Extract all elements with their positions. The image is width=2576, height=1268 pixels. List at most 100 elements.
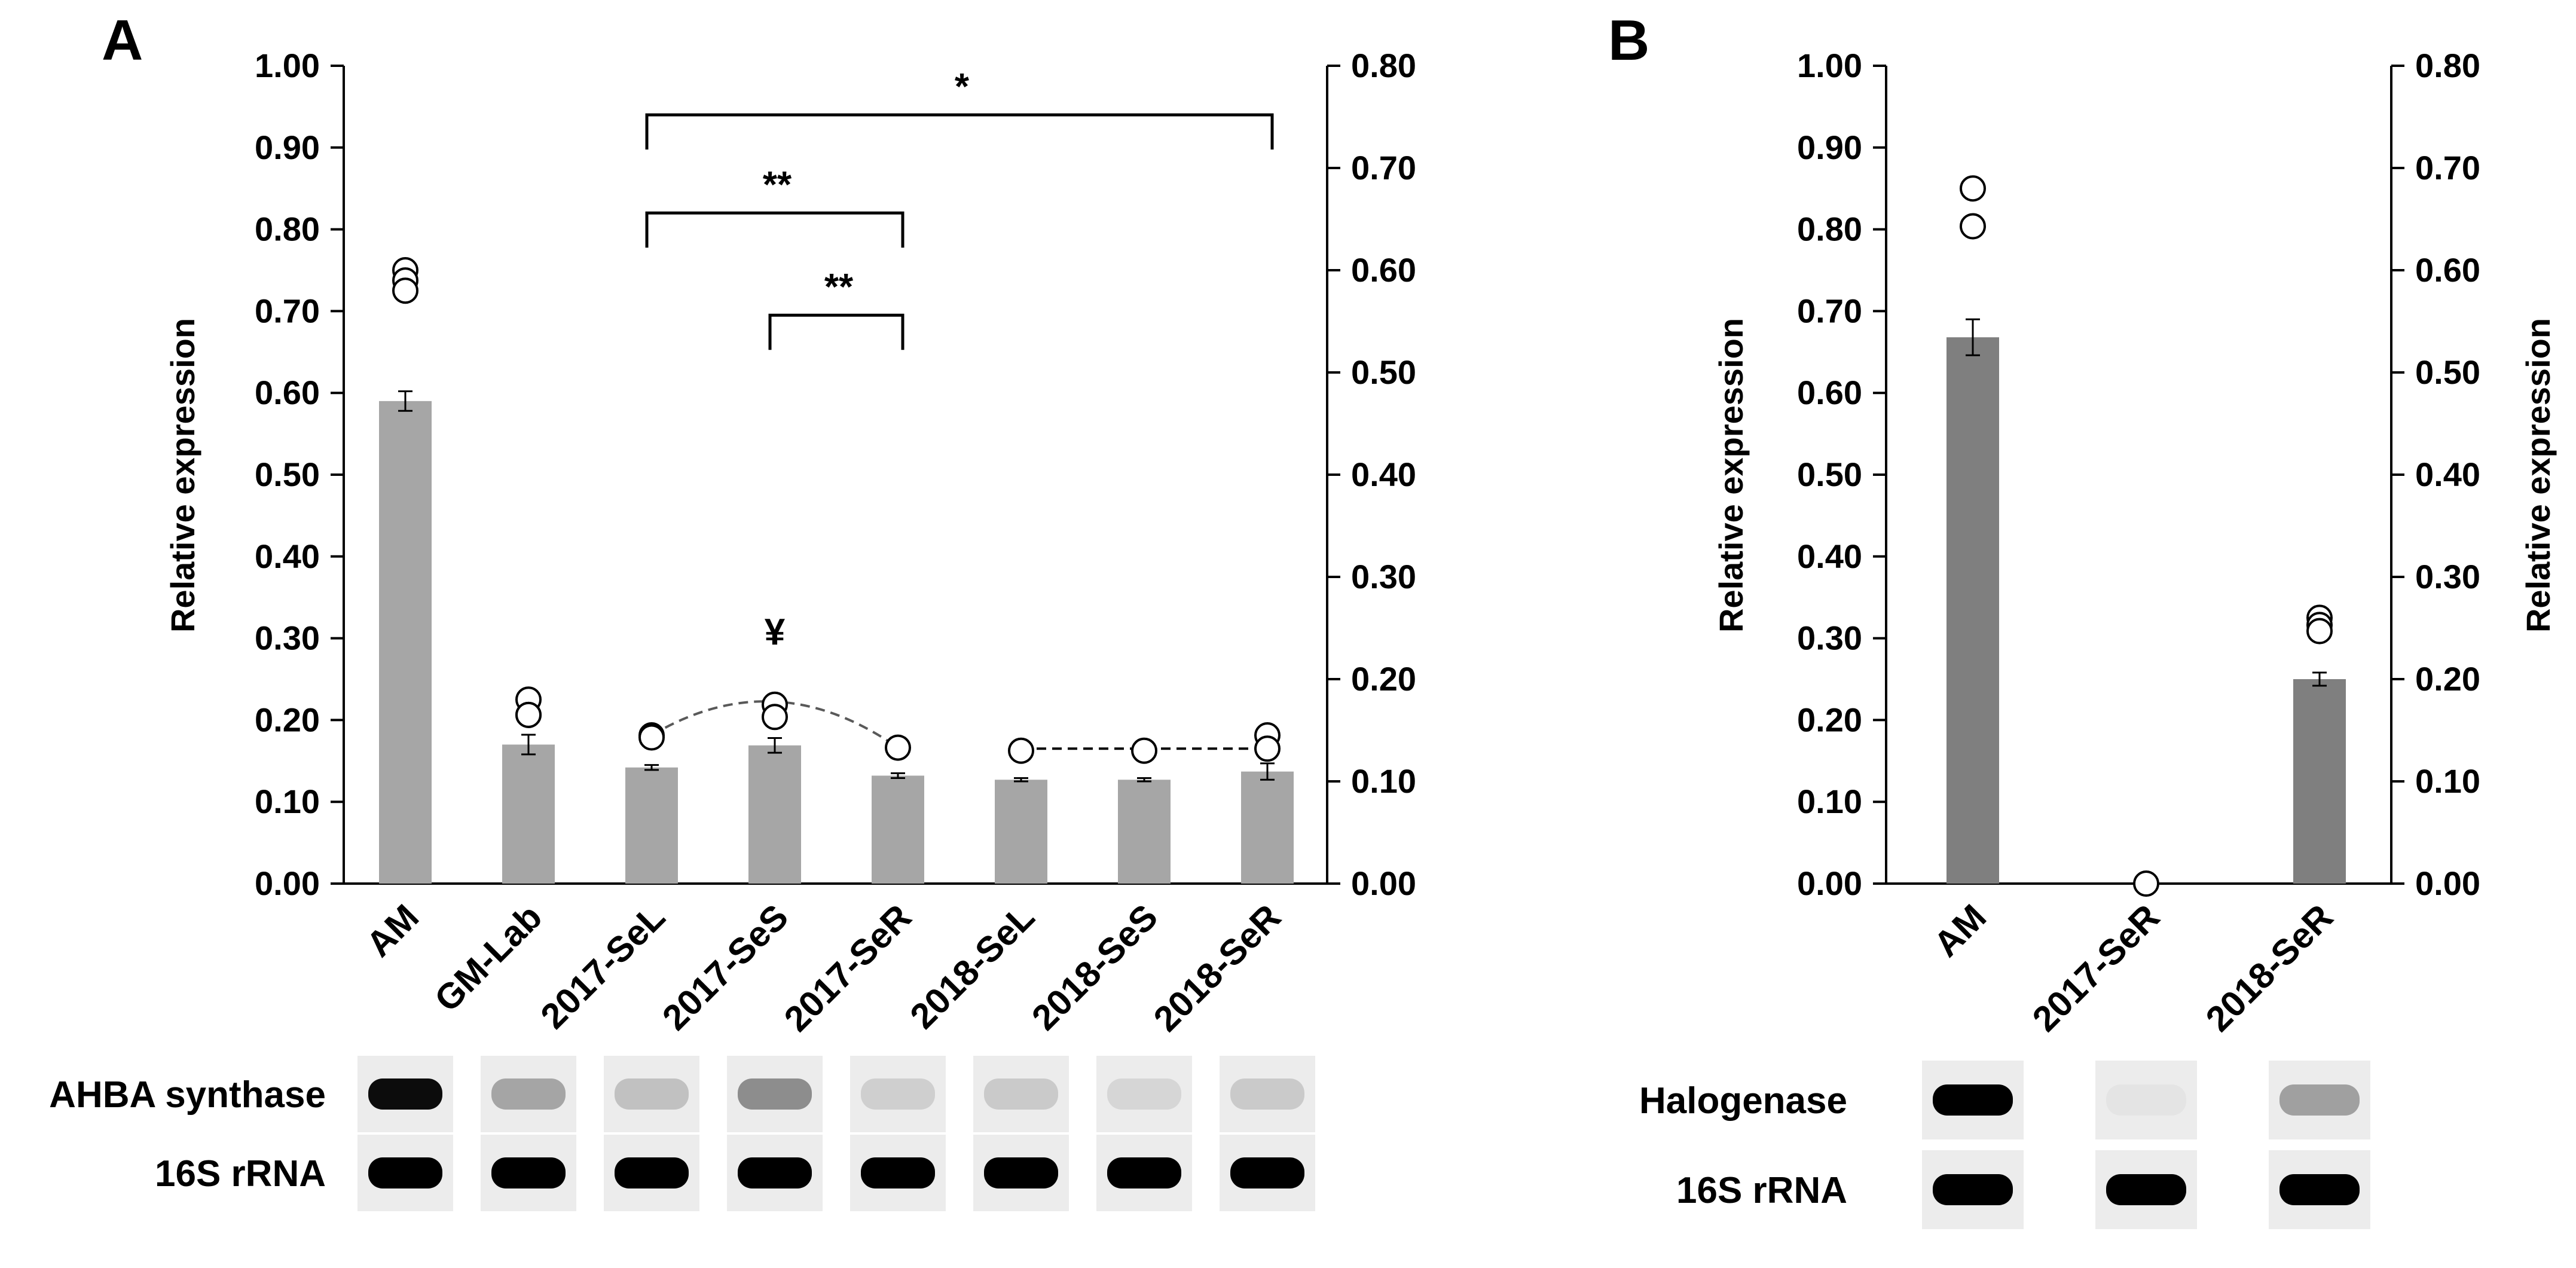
- right-tick-label: 0.30: [1351, 558, 1416, 595]
- right-tick-label: 0.70: [1351, 149, 1416, 187]
- data-point-2018-SeR: [2306, 618, 2333, 644]
- data-point-AM: [392, 277, 418, 304]
- gel-band: [1230, 1078, 1304, 1110]
- panel-a: A Relative expression 0.000.100.200.300.…: [49, 8, 1416, 1211]
- panel-a-left-axis-label: Relative expression: [164, 318, 201, 633]
- gel-band: [1107, 1078, 1181, 1110]
- gel-lane: [1096, 1056, 1192, 1132]
- significance-label: ¥: [765, 612, 786, 653]
- data-point-2018-SeL: [1008, 737, 1034, 764]
- category-label: 2018-SeR: [2198, 897, 2340, 1039]
- left-tick-label: 0.90: [1797, 129, 1862, 166]
- left-tick-label: 0.80: [255, 210, 320, 248]
- bar-2017-SeL: [625, 767, 678, 884]
- data-point-GM-Lab: [515, 701, 542, 728]
- panel-b-plot: 0.00 0.10 0.20 0.30 0.40 0.50 0.60 0.70 0.80 0.90…: [1797, 47, 2480, 1039]
- right-tick-label: 0.80: [1351, 47, 1416, 84]
- bar-2018-SeS: [1118, 780, 1171, 884]
- right-tick-label: 0.10: [2415, 762, 2480, 800]
- gel-band: [368, 1157, 442, 1188]
- gel-band: [615, 1078, 689, 1110]
- data-point-AM: [1960, 175, 1986, 202]
- right-tick-label: 0.30: [2415, 558, 2480, 595]
- gel-band: [1933, 1174, 2013, 1205]
- right-tick-label: 0.40: [2415, 456, 2480, 493]
- gel-band: [984, 1078, 1058, 1110]
- left-tick-label: 0.50: [1797, 456, 1862, 493]
- left-tick-label: 0.00: [1797, 864, 1862, 902]
- data-point-2017-SeL: [638, 724, 665, 751]
- bar-2017-SeR: [872, 775, 924, 884]
- gel-band: [738, 1157, 812, 1188]
- gel-lane: [973, 1056, 1069, 1132]
- data-point-2017-SeR: [885, 734, 911, 761]
- left-tick-label: 0.60: [1797, 374, 1862, 411]
- category-label: 2017-SeS: [655, 897, 796, 1038]
- data-point-2018-SeR: [1254, 735, 1281, 762]
- category-label: GM-Lab: [427, 897, 549, 1019]
- right-tick-label: 0.00: [2415, 864, 2480, 902]
- category-label: 2018-SeS: [1024, 897, 1165, 1038]
- gel-band: [2106, 1084, 2186, 1116]
- right-tick-label: 0.60: [1351, 251, 1416, 289]
- significance-bracket: [768, 313, 904, 350]
- data-point-AM: [1960, 213, 1986, 240]
- right-tick-label: 0.40: [1351, 456, 1416, 493]
- gel-lane: [850, 1056, 946, 1132]
- gel-row-label: Halogenase: [1639, 1080, 1847, 1122]
- significance-label: **: [824, 267, 854, 308]
- left-tick-label: 0.40: [255, 537, 320, 575]
- category-label: 2018-SeR: [1146, 897, 1288, 1039]
- left-tick-label: 0.30: [255, 619, 320, 657]
- bar-GM-Lab: [502, 744, 555, 884]
- gel-row-label: AHBA synthase: [49, 1074, 326, 1116]
- left-tick-label: 0.60: [255, 374, 320, 411]
- significance-label: *: [955, 66, 970, 108]
- gel-lane: [2269, 1061, 2370, 1139]
- gel-band: [1107, 1157, 1181, 1188]
- left-tick-label: 0.80: [1797, 210, 1862, 248]
- gel-band: [2279, 1084, 2360, 1116]
- panel-b-right-axis-label: Relative expression: [2519, 318, 2557, 633]
- left-tick-label: 0.20: [1797, 701, 1862, 738]
- bar-2017-SeS: [748, 745, 801, 884]
- panel-a-gel: AHBA synthase 16S rRNA: [49, 1056, 1315, 1211]
- left-tick-label: 0.70: [255, 292, 320, 329]
- right-tick-label: 0.70: [2415, 149, 2480, 187]
- significance-bracket: [645, 113, 1274, 150]
- gel-band: [615, 1157, 689, 1188]
- gel-band: [2279, 1174, 2360, 1205]
- left-tick-label: 1.00: [1797, 47, 1862, 84]
- gel-band: [738, 1078, 812, 1110]
- gel-band: [491, 1078, 566, 1110]
- category-label: 2017-SeL: [533, 897, 673, 1037]
- bar-AM: [379, 401, 432, 884]
- left-tick-label: 0.50: [255, 456, 320, 493]
- category-label: 2017-SeR: [777, 897, 919, 1039]
- bar-2018-SeR: [1241, 771, 1294, 884]
- right-tick-label: 0.80: [2415, 47, 2480, 84]
- category-label: 2017-SeR: [2025, 897, 2167, 1039]
- right-tick-label: 0.00: [1351, 864, 1416, 902]
- bar-2018-SeR: [2293, 679, 2346, 884]
- left-tick-label: 0.30: [1797, 619, 1862, 657]
- right-tick-label: 0.50: [1351, 353, 1416, 391]
- right-tick-label: 0.60: [2415, 251, 2480, 289]
- gel-lane: [727, 1056, 823, 1132]
- gel-band: [1230, 1157, 1304, 1188]
- gel-row-label: 16S rRNA: [1676, 1170, 1847, 1211]
- left-tick-label: 0.70: [1797, 292, 1862, 329]
- gel-band: [861, 1157, 935, 1188]
- left-tick-label: 0.00: [255, 864, 320, 902]
- gel-row-label: 16S rRNA: [155, 1153, 326, 1194]
- category-label: AM: [1926, 897, 1994, 964]
- panel-a-plot: 0.00 0.10 0.20 0.30 0.40 0.50 0.60 0.70 0.80 0.90…: [255, 47, 1416, 1039]
- panel-b-label: B: [1608, 8, 1649, 72]
- bar-2018-SeL: [995, 780, 1047, 884]
- left-tick-label: 0.10: [255, 783, 320, 820]
- gel-band: [861, 1078, 935, 1110]
- right-tick-label: 0.50: [2415, 353, 2480, 391]
- left-tick-label: 0.10: [1797, 783, 1862, 820]
- data-point-2017-SeR: [2133, 870, 2159, 897]
